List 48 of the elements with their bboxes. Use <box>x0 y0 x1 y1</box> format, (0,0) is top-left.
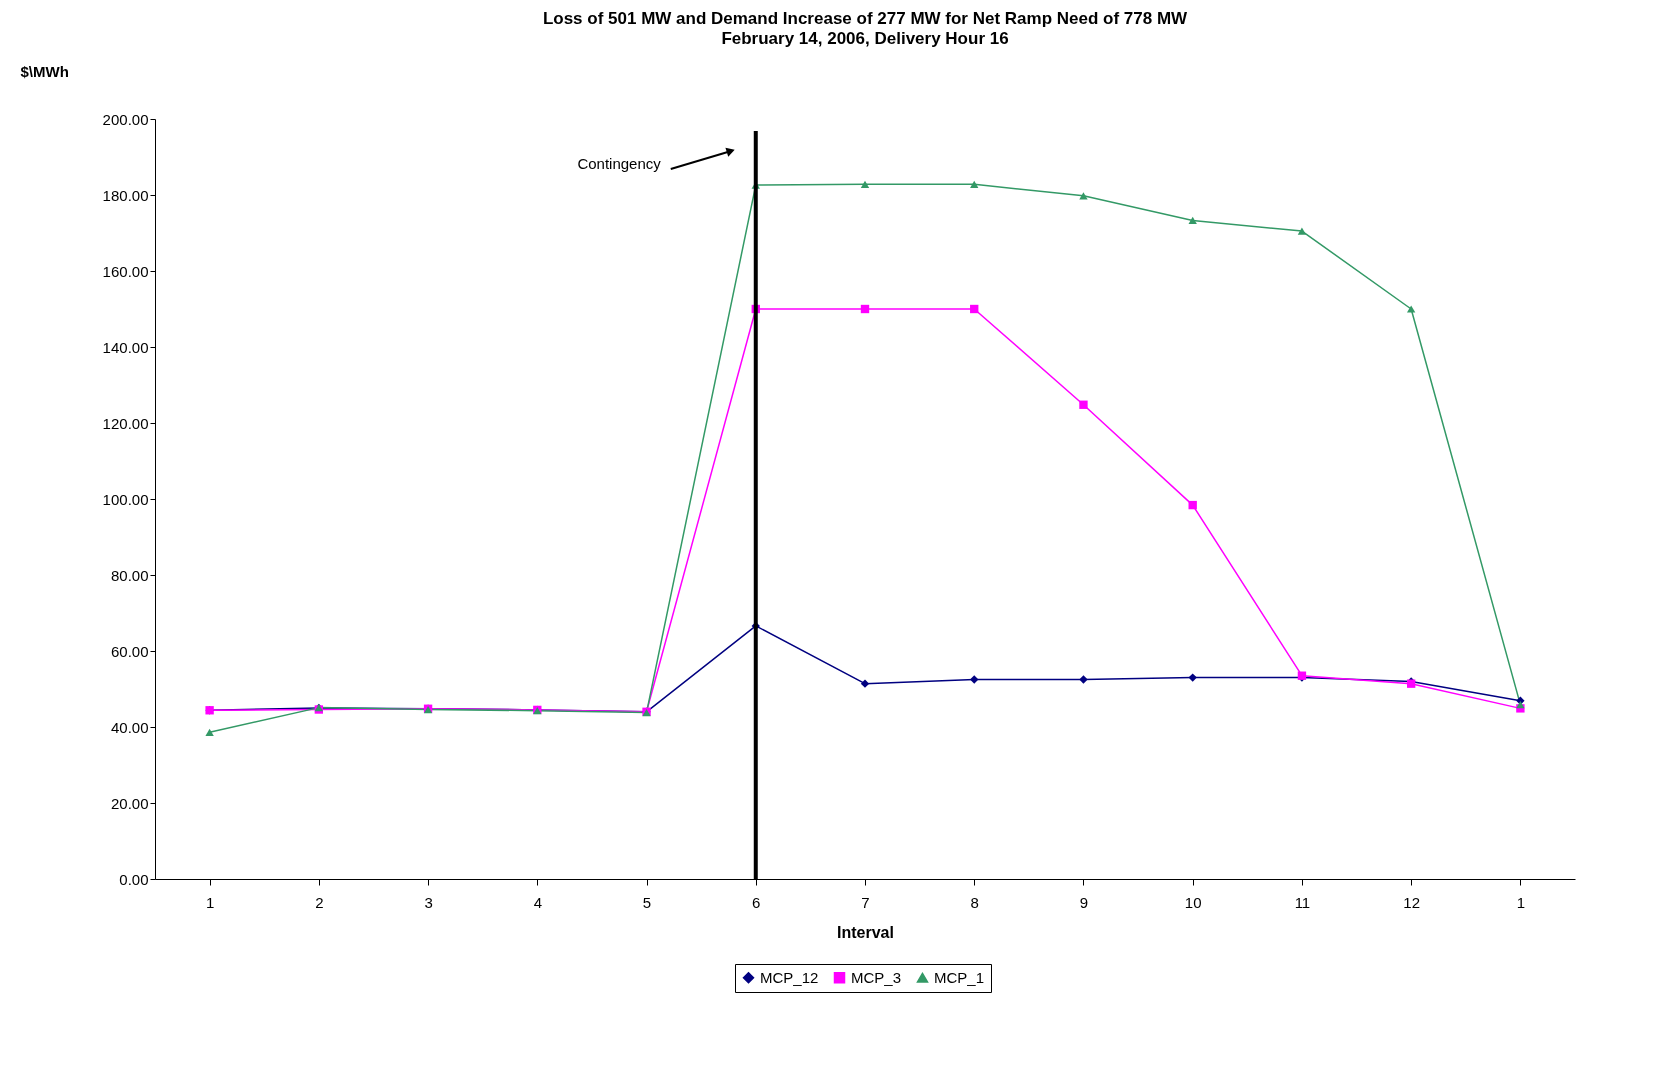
x-tick-label: 11 <box>1294 893 1311 911</box>
x-tick-label: 5 <box>642 893 652 911</box>
legend-label: MCP_12 <box>760 968 819 986</box>
x-tick-label: 9 <box>1079 893 1089 911</box>
point <box>1297 227 1307 235</box>
point <box>860 679 870 688</box>
x-tick-label: 1 <box>205 893 215 911</box>
legend-label: MCP_1 <box>934 968 985 986</box>
point <box>1079 400 1088 409</box>
annotation: Contingency <box>577 155 662 172</box>
legend-label: MCP_3 <box>851 968 902 986</box>
x-tick-label: 12 <box>1403 893 1420 911</box>
point <box>1188 500 1197 510</box>
point <box>1516 700 1525 709</box>
x-tick-label: 7 <box>861 893 870 911</box>
y-axis-title: $\MWh <box>20 62 69 80</box>
point <box>205 728 214 736</box>
point <box>970 304 979 314</box>
x-tick-label: 2 <box>315 893 324 911</box>
y-tick-label: 200.00 <box>102 110 149 128</box>
y-tick-label: 60.00 <box>110 642 149 660</box>
x-tick-label: 8 <box>970 893 979 911</box>
y-tick-label: 100.00 <box>102 490 149 508</box>
y-tick-label: 80.00 <box>110 566 149 584</box>
x-tick-label: 4 <box>533 893 542 911</box>
x-axis-title: Interval <box>837 923 894 941</box>
point <box>970 180 979 188</box>
y-tick-label: 120.00 <box>102 414 149 432</box>
point <box>1188 673 1197 682</box>
point <box>1188 216 1197 225</box>
point <box>860 304 870 314</box>
y-tick-label: 160.00 <box>102 262 149 280</box>
point <box>1079 675 1088 684</box>
point <box>1406 305 1416 313</box>
y-tick-label: 0.00 <box>119 870 149 888</box>
x-tick-label: 1 <box>1516 893 1526 911</box>
x-tick-label: 3 <box>424 893 433 911</box>
point <box>860 180 870 188</box>
point <box>1079 192 1088 200</box>
y-tick-label: 140.00 <box>102 338 149 356</box>
y-tick-label: 20.00 <box>110 794 149 812</box>
x-tick-label: 10 <box>1184 893 1202 911</box>
y-tick-label: 40.00 <box>110 718 149 736</box>
chart-subtitle: February 14, 2006, Delivery Hour 16 <box>721 29 1009 48</box>
chart-title: Loss of 501 MW and Demand Increase of 277 MW for Net Ramp Need of 778 MW <box>542 9 1189 28</box>
point <box>970 675 979 684</box>
y-tick-label: 180.00 <box>102 186 149 204</box>
x-tick-label: 6 <box>752 893 761 911</box>
